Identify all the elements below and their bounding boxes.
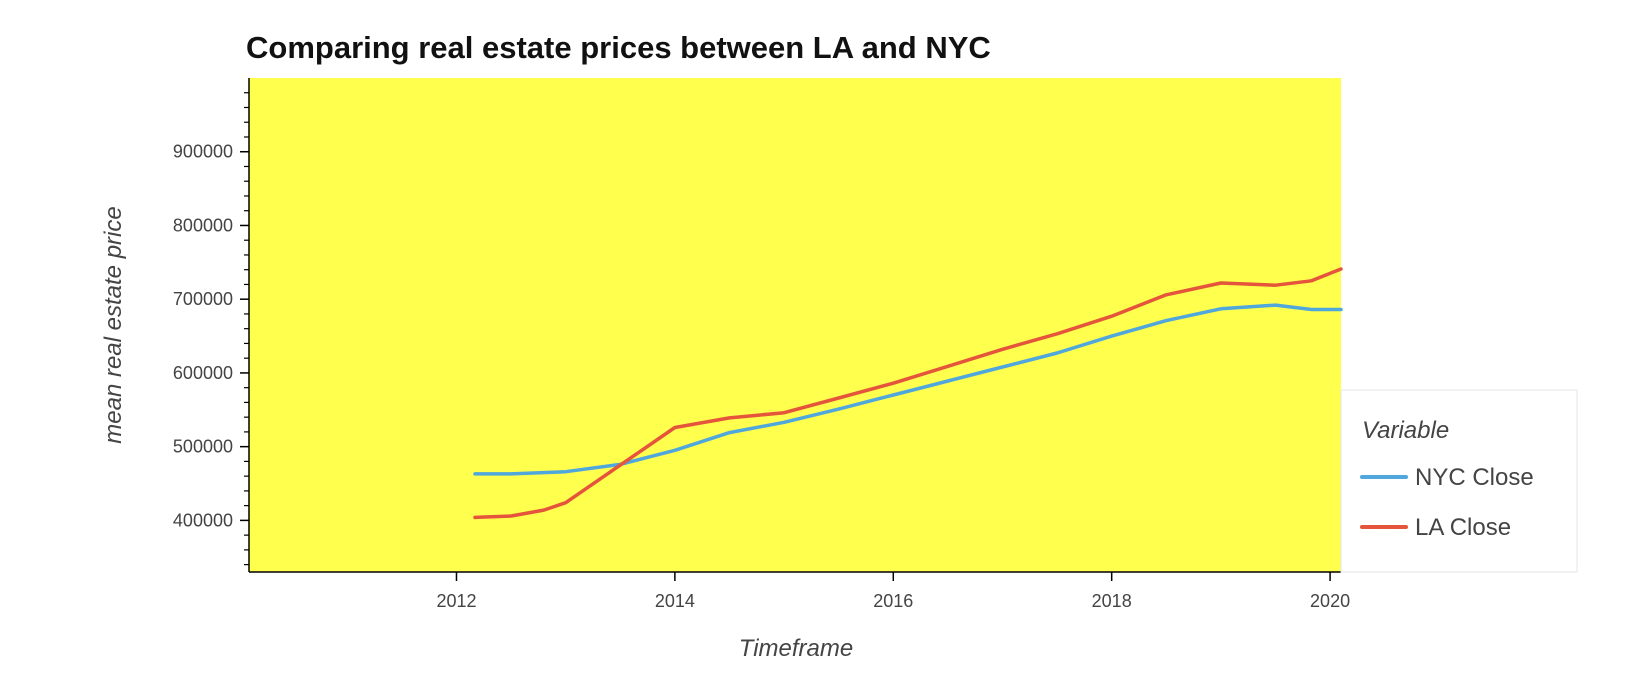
x-tick-label: 2014 — [655, 591, 695, 611]
y-tick-label: 500000 — [173, 437, 233, 457]
y-tick-label: 400000 — [173, 510, 233, 530]
y-tick-label: 800000 — [173, 215, 233, 235]
x-tick-label: 2020 — [1310, 591, 1350, 611]
y-axis-label: mean real estate price — [100, 206, 127, 443]
y-tick-label: 700000 — [173, 289, 233, 309]
legend-label-la-close: LA Close — [1415, 514, 1511, 541]
y-tick-label: 900000 — [173, 142, 233, 162]
x-tick-label: 2018 — [1092, 591, 1132, 611]
chart-title: Comparing real estate prices between LA … — [246, 30, 991, 65]
plot-area — [249, 78, 1341, 572]
x-tick-label: 2012 — [436, 591, 476, 611]
y-tick-label: 600000 — [173, 363, 233, 383]
x-axis-label: Timeframe — [739, 635, 853, 662]
legend-title: Variable — [1362, 417, 1449, 444]
legend: Variable NYC Close LA Close — [1341, 390, 1577, 572]
x-tick-label: 2016 — [873, 591, 913, 611]
legend-label-nyc-close: NYC Close — [1415, 464, 1534, 491]
